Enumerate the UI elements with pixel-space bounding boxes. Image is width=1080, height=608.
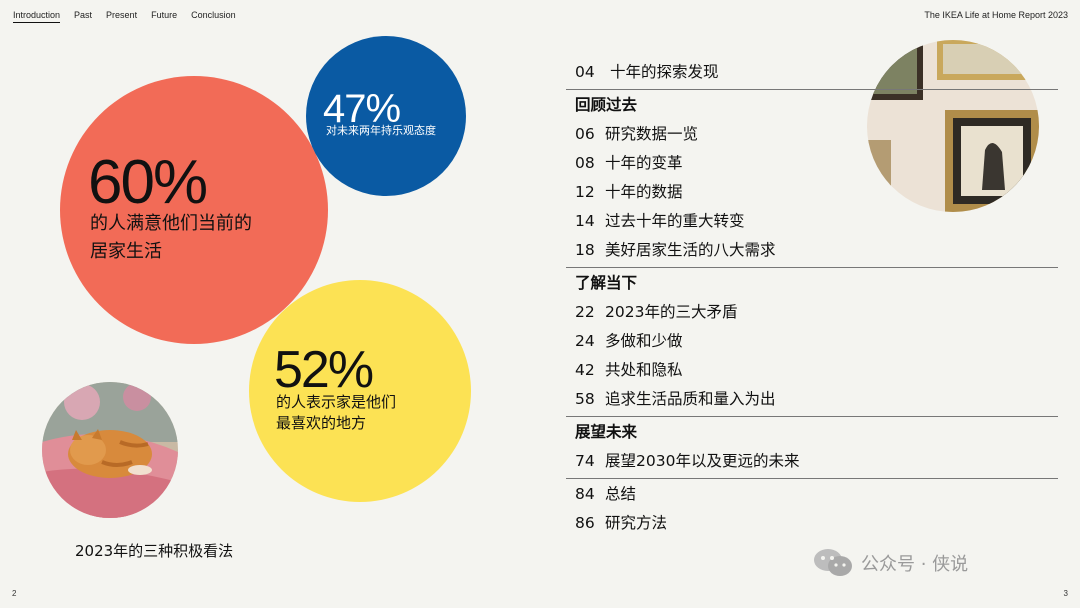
- toc-page-number: 22: [575, 303, 595, 321]
- toc-label: 共处和隐私: [605, 361, 683, 379]
- tab-future[interactable]: Future: [151, 10, 178, 20]
- toc-page-number: 24: [575, 332, 595, 350]
- toc-page-number: 84: [575, 485, 595, 503]
- tab-conclusion[interactable]: Conclusion: [191, 10, 236, 20]
- stat-60-line2: 居家生活: [90, 241, 162, 262]
- toc-page-number: 18: [575, 241, 595, 259]
- toc-divider: [566, 478, 1058, 479]
- toc-label: 2023年的三大矛盾: [605, 303, 738, 321]
- stat-52-description: 的人表示家是他们 最喜欢的地方: [276, 392, 456, 434]
- report-title: The IKEA Life at Home Report 2023: [924, 10, 1068, 20]
- toc-page-number: 14: [575, 212, 595, 230]
- toc-item[interactable]: 24 多做和少做: [566, 327, 1058, 356]
- stat-circle-blue: [306, 36, 466, 196]
- toc-item[interactable]: 84 总结: [566, 480, 1058, 509]
- toc-heading-present[interactable]: 了解当下: [575, 274, 638, 292]
- toc-item[interactable]: 86 研究方法: [566, 509, 1058, 538]
- wechat-watermark: 公众号 · 侠说: [813, 548, 968, 578]
- stat-circle-red: [60, 76, 328, 344]
- toc-item[interactable]: 04 十年的探索发现: [566, 58, 1058, 87]
- toc-item[interactable]: 22 2023年的三大矛盾: [566, 298, 1058, 327]
- table-of-contents: 04 十年的探索发现 回顾过去 06 研究数据一览 08 十年的变革 12 十年的数据…: [566, 58, 1058, 538]
- toc-item[interactable]: 14 过去十年的重大转变: [566, 207, 1058, 236]
- stat-circle-yellow: [249, 280, 471, 502]
- page-number-left: 2: [12, 589, 17, 598]
- toc-label: 研究数据一览: [605, 125, 699, 143]
- toc-item[interactable]: 74 展望2030年以及更远的未来: [566, 447, 1058, 476]
- wechat-icon: [814, 549, 852, 576]
- toc-page-number: 12: [575, 183, 595, 201]
- stat-60-description: 的人满意他们当前的 居家生活: [90, 210, 310, 266]
- toc-item[interactable]: 08 十年的变革: [566, 149, 1058, 178]
- toc-label: 美好居家生活的八大需求: [605, 241, 776, 259]
- tab-introduction[interactable]: Introduction: [13, 10, 61, 23]
- toc-page-number: 04: [575, 63, 595, 81]
- toc-item[interactable]: 12 十年的数据: [566, 178, 1058, 207]
- toc-label: 展望2030年以及更远的未来: [605, 452, 800, 470]
- toc-page-number: 74: [575, 452, 595, 470]
- stat-52-line2: 最喜欢的地方: [276, 414, 367, 432]
- toc-label: 总结: [605, 485, 637, 503]
- stat-47-percent: 47%: [323, 87, 401, 131]
- toc-label: 多做和少做: [605, 332, 683, 350]
- toc-item[interactable]: 06 研究数据一览: [566, 120, 1058, 149]
- toc-label: 过去十年的重大转变: [605, 212, 745, 230]
- toc-divider: [566, 416, 1058, 417]
- toc-page-number: 86: [575, 514, 595, 532]
- tab-past[interactable]: Past: [74, 10, 93, 20]
- toc-label: 十年的数据: [605, 183, 683, 201]
- toc-label: 十年的探索发现: [609, 63, 719, 81]
- toc-label: 研究方法: [605, 514, 668, 532]
- toc-heading-past[interactable]: 回顾过去: [575, 96, 638, 114]
- stat-60-line1: 的人满意他们当前的: [90, 213, 252, 234]
- cat-photo: [42, 382, 178, 518]
- section-nav: Introduction Past Present Future Conclus…: [13, 10, 236, 23]
- toc-page-number: 58: [575, 390, 595, 408]
- stat-52-line1: 的人表示家是他们: [276, 393, 397, 411]
- toc-heading-future[interactable]: 展望未来: [575, 423, 638, 441]
- toc-label: 追求生活品质和量入为出: [605, 390, 776, 408]
- photo-caption: 2023年的三种积极看法: [75, 542, 234, 560]
- toc-item[interactable]: 18 美好居家生活的八大需求: [566, 236, 1058, 265]
- toc-label: 十年的变革: [605, 154, 683, 172]
- tab-present[interactable]: Present: [106, 10, 138, 20]
- toc-page-number: 08: [575, 154, 595, 172]
- stat-47-description: 对未来两年持乐观态度: [326, 124, 436, 137]
- toc-page-number: 42: [575, 361, 595, 379]
- stat-52-percent: 52%: [274, 341, 374, 399]
- watermark-text: 公众号 · 侠说: [861, 554, 969, 575]
- stat-60-percent: 60%: [88, 148, 208, 217]
- page-number-right: 3: [1063, 589, 1068, 598]
- toc-page-number: 06: [575, 125, 595, 143]
- toc-divider: [566, 89, 1058, 90]
- toc-divider: [566, 267, 1058, 268]
- toc-item[interactable]: 58 追求生活品质和量入为出: [566, 385, 1058, 414]
- toc-item[interactable]: 42 共处和隐私: [566, 356, 1058, 385]
